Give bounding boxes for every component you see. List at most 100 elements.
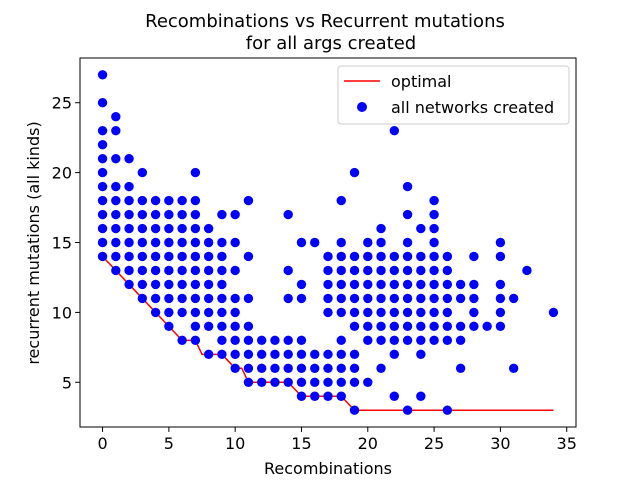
x-tick-label-15: 15 [291,434,311,453]
network-point-26 [124,223,134,234]
network-point-185 [363,377,373,387]
network-point-45 [150,265,161,276]
network-point-256 [482,321,492,332]
network-point-128 [283,335,293,346]
network-point-158 [336,279,346,290]
network-point-259 [495,279,506,290]
network-point-41 [150,209,161,220]
network-point-71 [190,209,201,220]
network-point-22 [124,153,134,164]
network-point-216 [402,405,413,415]
network-point-134 [296,293,307,304]
network-point-142 [310,363,320,373]
network-point-31 [137,167,148,178]
network-point-132 [296,237,307,248]
network-point-53 [164,251,174,262]
network-point-213 [402,307,413,318]
network-point-32 [137,195,148,206]
network-point-164 [336,377,346,387]
network-point-224 [416,335,426,346]
network-point-1 [97,98,108,108]
network-point-56 [164,293,174,304]
x-tick-label-10: 10 [225,434,245,453]
network-point-244 [442,335,453,346]
network-point-0 [97,70,108,80]
network-point-177 [363,237,373,248]
network-point-24 [124,195,134,206]
network-point-145 [323,251,333,262]
network-point-156 [336,251,346,262]
network-point-138 [296,377,307,387]
network-point-159 [336,293,346,304]
network-point-139 [296,391,307,401]
network-point-68 [177,335,187,346]
network-point-63 [177,251,187,262]
network-point-206 [402,181,413,192]
network-point-115 [243,363,254,373]
network-point-209 [402,251,413,262]
network-point-55 [164,279,174,290]
network-point-105 [230,321,240,332]
network-point-73 [190,237,201,248]
network-point-250 [455,363,466,373]
network-point-29 [124,265,134,276]
network-point-215 [402,335,413,346]
network-point-12 [111,112,121,122]
network-point-197 [389,251,400,262]
network-point-214 [402,321,413,332]
network-point-140 [310,237,320,248]
network-point-127 [283,293,293,304]
network-point-226 [416,391,426,401]
legend-box [337,65,570,125]
network-point-43 [150,237,161,248]
network-point-232 [429,265,439,276]
network-point-126 [283,265,293,276]
network-point-172 [349,321,360,332]
network-point-99 [217,349,227,360]
network-point-89 [203,349,214,360]
network-point-6 [97,181,108,192]
network-point-231 [429,251,439,262]
network-point-37 [137,265,148,276]
network-point-20 [111,251,121,262]
network-point-107 [230,349,240,360]
network-point-25 [124,209,134,220]
network-point-248 [455,321,466,332]
network-point-252 [469,279,479,290]
network-point-123 [270,363,280,373]
network-point-160 [336,307,346,318]
legend-optimal-label: optimal [391,72,452,91]
network-point-208 [402,237,413,248]
network-point-11 [97,251,108,262]
network-point-61 [177,223,187,234]
network-point-49 [164,195,174,206]
network-point-60 [177,209,187,220]
network-point-16 [111,195,121,206]
network-point-266 [548,307,559,318]
network-point-152 [323,377,333,387]
x-tick-label-0: 0 [97,434,107,453]
network-point-204 [389,349,400,360]
network-point-198 [389,265,400,276]
plot-area [97,70,559,415]
network-point-120 [256,377,267,387]
y-tick-label-10: 10 [52,303,72,322]
network-point-186 [376,223,386,234]
network-point-15 [111,181,121,192]
network-point-168 [349,265,360,276]
network-point-109 [243,195,254,206]
network-point-90 [217,209,227,220]
network-point-165 [336,391,346,401]
network-point-48 [150,307,161,318]
network-point-154 [336,195,346,206]
x-axis-label: Recombinations [264,459,392,478]
network-point-153 [323,391,333,401]
network-point-239 [442,265,453,276]
network-point-70 [190,195,201,206]
axes-frame [79,57,577,428]
network-point-130 [283,363,293,373]
network-point-9 [97,223,108,234]
network-point-196 [389,125,400,136]
network-point-261 [495,307,506,318]
